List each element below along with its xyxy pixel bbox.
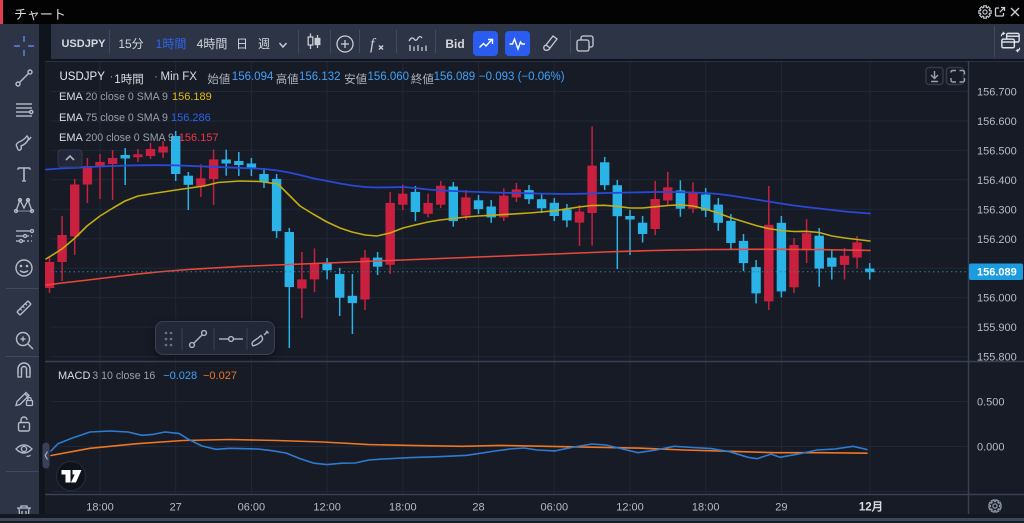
svg-text:06:00: 06:00 xyxy=(238,502,266,514)
svg-text:156.300: 156.300 xyxy=(977,204,1017,216)
svg-text:156.500: 156.500 xyxy=(977,145,1017,157)
svg-text:27: 27 xyxy=(170,502,182,514)
svg-text:156.089: 156.089 xyxy=(977,267,1017,279)
svg-text:06:00: 06:00 xyxy=(541,502,569,514)
svg-text:155.800: 155.800 xyxy=(977,352,1017,364)
svg-text:156.600: 156.600 xyxy=(977,116,1017,128)
svg-text:156.200: 156.200 xyxy=(977,234,1017,246)
svg-text:12:00: 12:00 xyxy=(616,502,644,514)
svg-text:155.900: 155.900 xyxy=(977,322,1017,334)
svg-text:f: f xyxy=(370,36,377,53)
svg-text:28: 28 xyxy=(472,502,484,514)
svg-text:18:00: 18:00 xyxy=(86,502,114,514)
svg-text:0.500: 0.500 xyxy=(977,397,1005,409)
svg-text:0.000: 0.000 xyxy=(977,442,1005,454)
svg-text:156.700: 156.700 xyxy=(977,87,1017,99)
svg-text:29: 29 xyxy=(775,502,787,514)
svg-text:18:00: 18:00 xyxy=(389,502,417,514)
svg-text:156.000: 156.000 xyxy=(977,293,1017,305)
svg-text:18:00: 18:00 xyxy=(692,502,720,514)
svg-text:12月: 12月 xyxy=(859,501,883,514)
svg-text:12:00: 12:00 xyxy=(313,502,341,514)
svg-text:156.400: 156.400 xyxy=(977,175,1017,187)
